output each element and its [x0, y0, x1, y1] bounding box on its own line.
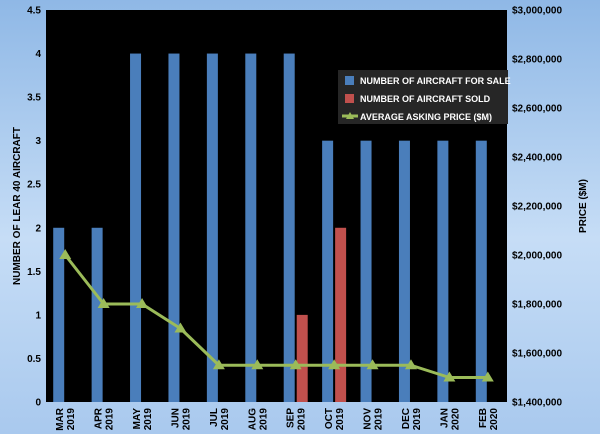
- y-tick-label: 3: [35, 136, 41, 147]
- y-tick-label: 4.5: [27, 6, 41, 17]
- legend-label-for-sale: NUMBER OF AIRCRAFT FOR SALE: [360, 76, 511, 86]
- y-tick-label: 2.5: [27, 180, 41, 191]
- bar-for-sale-jun-2019: [168, 53, 180, 403]
- y2-tick-label: $2,400,000: [512, 153, 562, 164]
- bar-for-sale-jan-2020: [437, 140, 449, 402]
- y-axis-title: NUMBER OF LEAR 40 AIRCRAFT: [12, 127, 23, 285]
- bar-for-sale-dec-2019: [398, 140, 410, 402]
- y-tick-label: 2: [35, 223, 41, 234]
- price-line-group: [59, 249, 494, 382]
- y-tick-label: 0: [35, 398, 41, 409]
- price-marker-may-2019: [136, 298, 149, 308]
- bars-group: [53, 53, 487, 403]
- price-marker-aug-2019: [251, 359, 264, 370]
- bar-for-sale-oct-2019: [322, 140, 334, 402]
- x-tick-label: JAN2020: [439, 408, 461, 431]
- price-marker-sep-2019: [289, 359, 302, 370]
- y-tick-label: 3.5: [27, 93, 41, 104]
- legend-swatch-for-sale: [345, 76, 354, 85]
- price-marker-dec-2019: [404, 359, 417, 370]
- price-marker-oct-2019: [328, 359, 341, 370]
- left-axis-ticks: 0 0.5 1 1.5 2 2.5 3 3.5 4 4.5: [27, 6, 41, 409]
- x-tick-label: NOV2019: [363, 408, 385, 431]
- x-tick-label: AUG2019: [247, 408, 269, 431]
- x-tick-label: DEC2019: [401, 408, 423, 431]
- bar-sold-oct-2019: [335, 227, 347, 402]
- x-tick-label: FEB2020: [478, 408, 500, 431]
- price-marker-nov-2019: [366, 359, 379, 370]
- price-marker-mar-2019: [59, 249, 72, 259]
- legend-swatch-price-marker: [346, 112, 354, 119]
- x-axis-ticks: MAR2019 APR2019 MAY2019 JUN2019 JUL2019 AUG20…: [55, 407, 500, 431]
- y2-tick-label: $1,400,000: [512, 398, 562, 409]
- price-marker-feb-2020: [481, 371, 494, 382]
- bar-for-sale-aug-2019: [245, 53, 257, 403]
- y2-tick-label: $2,000,000: [512, 251, 562, 262]
- bar-for-sale-mar-2019: [53, 227, 65, 402]
- bar-for-sale-nov-2019: [360, 140, 372, 402]
- x-tick-label: APR2019: [94, 407, 116, 430]
- bar-for-sale-may-2019: [130, 53, 142, 403]
- y2-tick-label: $2,800,000: [512, 55, 562, 66]
- bar-sold-sep-2019: [296, 314, 308, 402]
- right-axis-ticks: $1,400,000 $1,600,000 $1,800,000 $2,000,000…: [512, 6, 562, 409]
- y2-tick-label: $2,600,000: [512, 104, 562, 115]
- x-tick-label: SEP2019: [286, 408, 308, 431]
- y-tick-label: 1: [35, 310, 41, 321]
- y2-tick-label: $1,800,000: [512, 300, 562, 311]
- y2-tick-label: $2,200,000: [512, 202, 562, 213]
- bar-for-sale-feb-2020: [475, 140, 487, 402]
- legend: NUMBER OF AIRCRAFT FOR SALE NUMBER OF AI…: [338, 70, 511, 124]
- x-tick-label: MAR2019: [55, 407, 77, 431]
- legend-label-sold: NUMBER OF AIRCRAFT SOLD: [360, 94, 491, 104]
- y2-tick-label: $1,600,000: [512, 349, 562, 360]
- y-tick-label: 1.5: [27, 267, 41, 278]
- y-tick-label: 0.5: [27, 354, 41, 365]
- price-marker-jun-2019: [174, 322, 187, 333]
- x-tick-label: MAY2019: [132, 408, 154, 431]
- legend-box: [338, 70, 508, 124]
- x-tick-label: JUN2019: [170, 408, 192, 431]
- y-tick-label: 4: [35, 49, 41, 60]
- price-marker-apr-2019: [97, 298, 110, 308]
- bar-for-sale-apr-2019: [91, 227, 103, 402]
- price-marker-jan-2020: [443, 371, 456, 382]
- y2-axis-title: PRICE ($M): [578, 179, 589, 233]
- price-line: [64, 254, 488, 379]
- price-marker-jul-2019: [212, 359, 225, 370]
- x-tick-label: JUL2019: [209, 408, 231, 431]
- y2-tick-label: $3,000,000: [512, 6, 562, 17]
- legend-label-price: AVERAGE ASKING PRICE ($M): [360, 112, 492, 122]
- x-tick-label: OCT2019: [324, 408, 346, 431]
- bar-for-sale-sep-2019: [283, 53, 295, 403]
- bar-for-sale-jul-2019: [206, 53, 218, 403]
- legend-swatch-sold: [345, 94, 354, 103]
